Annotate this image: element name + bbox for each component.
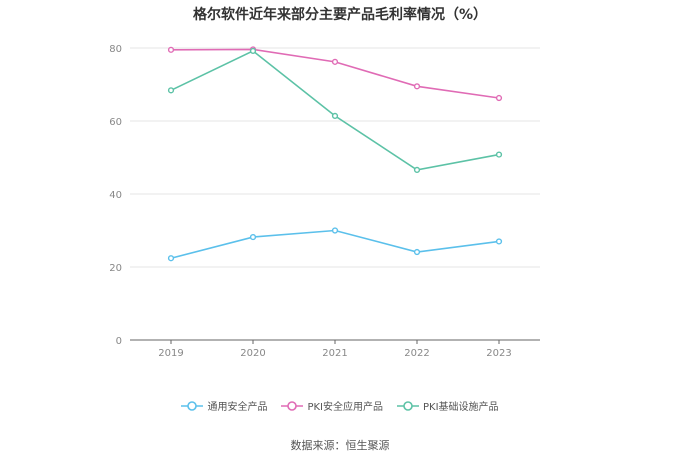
y-tick-label: 40 [109,190,122,201]
series-line [170,229,500,260]
x-tick-label: 2023 [486,348,511,359]
source-note: 数据来源：恒生聚源 [290,439,390,452]
data-point [331,58,339,65]
y-tick-label: 60 [109,117,122,128]
data-point [413,248,421,256]
data-point [495,238,503,245]
y-tick-label: 20 [109,263,122,274]
series-line [170,48,500,99]
series-lines [167,46,503,262]
data-point [249,233,257,241]
data-point [413,166,421,174]
grid-lines [130,47,540,268]
legend-label: PKI安全应用产品 [307,402,383,413]
legend-swatch-icon [181,400,204,411]
data-point [331,112,339,119]
legend-swatch-icon [281,400,304,411]
axes: 0 20 40 60 80 2019 2020 2021 2022 2023 [109,44,540,359]
y-tick-label: 80 [109,44,122,55]
data-point [167,255,175,262]
data-point [331,227,339,234]
data-point [249,47,257,55]
legend-swatch-icon [397,400,419,411]
legend-label: 通用安全产品 [207,402,268,413]
x-tick-label: 2020 [240,348,265,359]
series-line [170,49,500,171]
legend-label: PKI基础设施产品 [423,402,499,413]
y-tick-label: 0 [116,336,122,347]
legend-item[interactable]: PKI安全应用产品 [281,398,383,413]
legend-item[interactable]: 通用安全产品 [181,398,267,413]
chart-title: 格尔软件近年来部分主要产品毛利率情况（%） [192,7,488,23]
data-point [167,46,175,53]
legend-item[interactable]: PKI基础设施产品 [397,398,499,413]
legend: 通用安全产品 PKI安全应用产品 PKI基础设施产品 [0,398,680,413]
x-tick-label: 2019 [158,348,183,359]
x-tick-label: 2022 [404,348,429,359]
data-point [167,87,175,94]
data-point [495,94,503,102]
x-tick-label: 2021 [322,348,347,359]
data-point [495,151,503,158]
data-point [413,83,421,90]
